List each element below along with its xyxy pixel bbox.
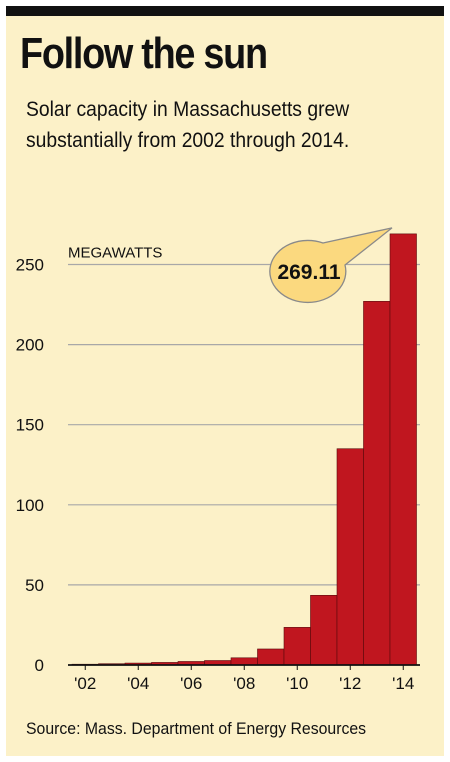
bar-2008 — [230, 657, 258, 666]
bar-2010 — [283, 627, 311, 666]
gridlines — [68, 263, 420, 586]
y-tick-label: 0 — [35, 656, 44, 675]
x-tick-label: '12 — [339, 674, 361, 693]
callout-value: 269.11 — [277, 261, 340, 284]
x-tick-label: '14 — [392, 674, 414, 693]
bar-2014 — [389, 233, 417, 666]
source-note: Source: Mass. Department of Energy Resou… — [26, 719, 367, 738]
x-axis-ticks: '02 '04 '06 '08 '10 '12 '14 — [74, 665, 414, 693]
x-tick-label: '08 — [233, 674, 255, 693]
bar-2013 — [363, 301, 391, 666]
x-tick-label: '06 — [180, 674, 202, 693]
callout-bubble — [269, 227, 393, 304]
bars — [71, 233, 417, 666]
y-axis-unit-label: MEGAWATTS — [68, 245, 162, 262]
chart-title: Follow the sun — [20, 29, 268, 78]
x-tick-label: '10 — [286, 674, 308, 693]
x-tick-label: '04 — [127, 674, 149, 693]
y-tick-label: 100 — [16, 496, 44, 515]
y-tick-label: 50 — [25, 576, 44, 595]
bar-2012 — [336, 448, 364, 666]
value-callout: 269.11 — [269, 227, 393, 304]
chart-subtitle: Solar capacity in Massachusetts grew sub… — [26, 98, 350, 152]
y-tick-label: 250 — [16, 256, 44, 275]
y-tick-label: 150 — [16, 416, 44, 435]
x-tick-label: '02 — [74, 674, 96, 693]
y-axis-ticks: 0 50 100 150 200 250 — [16, 256, 44, 676]
y-tick-label: 200 — [16, 336, 44, 355]
bar-2011 — [310, 595, 338, 666]
bar-2009 — [257, 648, 285, 666]
